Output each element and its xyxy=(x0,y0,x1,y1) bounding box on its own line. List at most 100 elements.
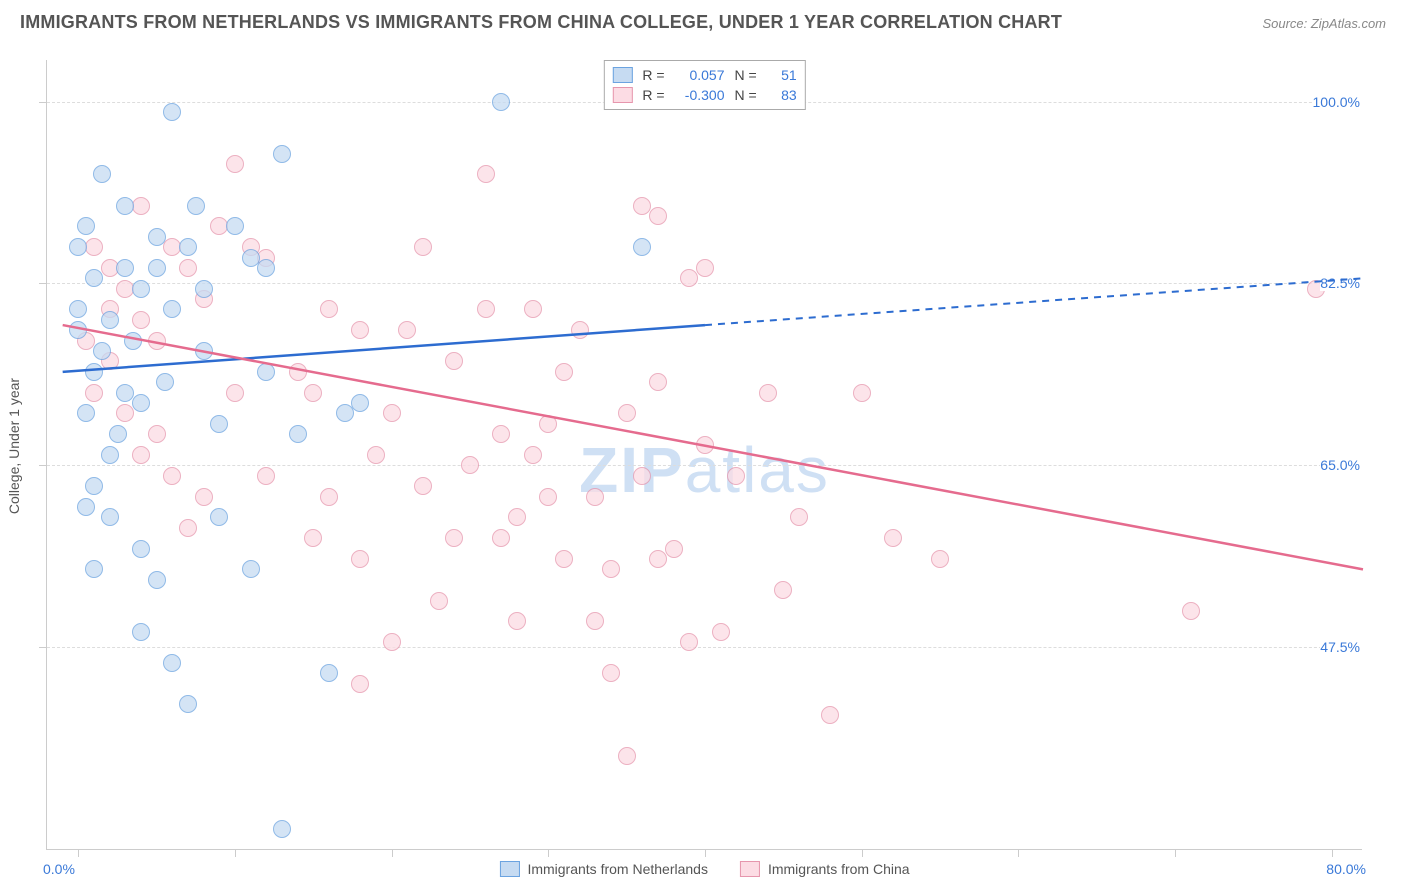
gridline xyxy=(47,283,1362,284)
x-tick xyxy=(235,849,236,857)
point-china xyxy=(351,321,369,339)
plot-area: ZIPatlas R = 0.057 N = 51 R = -0.300 N =… xyxy=(46,60,1362,850)
y-tick-label: 100.0% xyxy=(1313,94,1364,110)
point-netherlands xyxy=(109,425,127,443)
point-china xyxy=(163,467,181,485)
y-tick-label: 47.5% xyxy=(1320,639,1364,655)
point-china xyxy=(226,384,244,402)
point-china xyxy=(477,300,495,318)
point-netherlands xyxy=(85,269,103,287)
legend-top: R = 0.057 N = 51 R = -0.300 N = 83 xyxy=(603,60,805,110)
point-netherlands xyxy=(492,93,510,111)
point-china xyxy=(445,529,463,547)
point-china xyxy=(289,363,307,381)
point-china xyxy=(132,197,150,215)
point-china xyxy=(602,560,620,578)
point-china xyxy=(508,612,526,630)
legend-swatch-1 xyxy=(612,67,632,83)
point-china xyxy=(85,238,103,256)
point-netherlands xyxy=(156,373,174,391)
x-tick-label-max: 80.0% xyxy=(1326,861,1366,877)
point-netherlands xyxy=(273,820,291,838)
point-netherlands xyxy=(101,508,119,526)
point-china xyxy=(586,612,604,630)
point-china xyxy=(555,550,573,568)
point-netherlands xyxy=(101,446,119,464)
point-china xyxy=(179,259,197,277)
point-china xyxy=(461,456,479,474)
point-china xyxy=(320,488,338,506)
point-netherlands xyxy=(336,404,354,422)
point-netherlands xyxy=(633,238,651,256)
point-china xyxy=(680,269,698,287)
legend-top-row: R = -0.300 N = 83 xyxy=(612,85,796,105)
point-netherlands xyxy=(226,217,244,235)
point-netherlands xyxy=(85,363,103,381)
legend-r-value-1: 0.057 xyxy=(675,65,725,85)
legend-n-value-2: 83 xyxy=(767,85,797,105)
point-netherlands xyxy=(179,695,197,713)
point-netherlands xyxy=(195,342,213,360)
point-china xyxy=(195,488,213,506)
point-china xyxy=(571,321,589,339)
point-china xyxy=(618,404,636,422)
point-china xyxy=(445,352,463,370)
gridline xyxy=(47,647,1362,648)
point-china xyxy=(790,508,808,526)
chart-title: IMMIGRANTS FROM NETHERLANDS VS IMMIGRANT… xyxy=(20,12,1062,32)
point-china xyxy=(257,467,275,485)
point-china xyxy=(367,446,385,464)
point-netherlands xyxy=(163,300,181,318)
point-china xyxy=(226,155,244,173)
point-netherlands xyxy=(289,425,307,443)
point-netherlands xyxy=(351,394,369,412)
point-china xyxy=(649,550,667,568)
point-china xyxy=(132,446,150,464)
point-netherlands xyxy=(77,404,95,422)
point-china xyxy=(398,321,416,339)
point-china xyxy=(618,747,636,765)
y-tick xyxy=(39,283,47,284)
trend-line-netherlands-dashed xyxy=(705,278,1363,325)
point-china xyxy=(759,384,777,402)
x-tick xyxy=(392,849,393,857)
point-china xyxy=(414,477,432,495)
point-netherlands xyxy=(85,560,103,578)
x-tick xyxy=(78,849,79,857)
point-china xyxy=(1182,602,1200,620)
point-netherlands xyxy=(163,654,181,672)
point-china xyxy=(696,259,714,277)
point-netherlands xyxy=(195,280,213,298)
y-tick-label: 65.0% xyxy=(1320,457,1364,473)
legend-swatch-netherlands xyxy=(499,861,519,877)
legend-swatch-china xyxy=(740,861,760,877)
x-tick xyxy=(1175,849,1176,857)
legend-label-netherlands: Immigrants from Netherlands xyxy=(527,861,708,877)
x-tick xyxy=(1018,849,1019,857)
x-tick xyxy=(705,849,706,857)
point-china xyxy=(696,436,714,454)
point-china xyxy=(712,623,730,641)
legend-n-value-1: 51 xyxy=(767,65,797,85)
legend-bottom-item: Immigrants from Netherlands xyxy=(499,861,708,877)
x-tick xyxy=(1332,849,1333,857)
legend-r-label: R = xyxy=(642,85,664,105)
point-netherlands xyxy=(132,280,150,298)
point-netherlands xyxy=(179,238,197,256)
point-netherlands xyxy=(93,342,111,360)
point-china xyxy=(680,633,698,651)
point-china xyxy=(524,300,542,318)
point-china xyxy=(586,488,604,506)
point-netherlands xyxy=(273,145,291,163)
x-tick xyxy=(548,849,549,857)
point-netherlands xyxy=(210,508,228,526)
x-tick-label-min: 0.0% xyxy=(43,861,75,877)
legend-n-label: N = xyxy=(735,85,757,105)
point-china xyxy=(774,581,792,599)
point-china xyxy=(649,207,667,225)
point-china xyxy=(539,415,557,433)
point-netherlands xyxy=(187,197,205,215)
point-china xyxy=(508,508,526,526)
point-china xyxy=(179,519,197,537)
point-netherlands xyxy=(148,228,166,246)
